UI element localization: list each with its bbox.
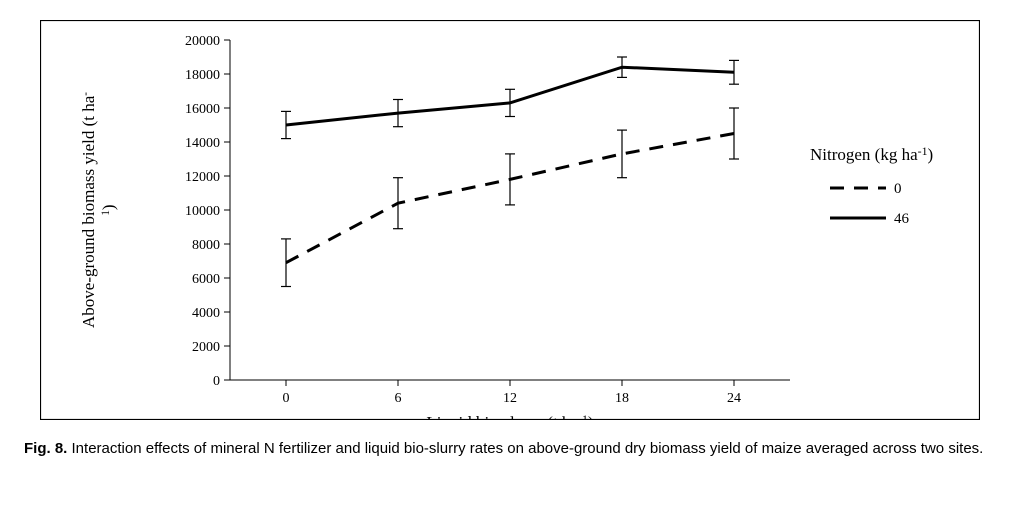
svg-text:14000: 14000	[185, 136, 220, 151]
svg-text:6000: 6000	[192, 272, 220, 287]
chart-svg: 0200040006000800010000120001400016000180…	[40, 20, 980, 420]
svg-text:8000: 8000	[192, 238, 220, 253]
svg-text:10000: 10000	[185, 204, 220, 219]
svg-text:2000: 2000	[192, 340, 220, 355]
svg-text:18: 18	[615, 391, 629, 406]
chart-container: 0200040006000800010000120001400016000180…	[40, 20, 980, 420]
svg-text:0: 0	[283, 391, 290, 406]
svg-text:Nitrogen (kg ha-1): Nitrogen (kg ha-1)	[810, 144, 933, 164]
svg-text:12000: 12000	[185, 170, 220, 185]
svg-text:4000: 4000	[192, 306, 220, 321]
svg-text:Liquid bio-slurry (t ha-1): Liquid bio-slurry (t ha-1)	[426, 412, 593, 420]
svg-text:46: 46	[894, 211, 910, 227]
figure-caption: Fig. 8. Interaction effects of mineral N…	[24, 434, 1002, 464]
svg-text:0: 0	[213, 374, 220, 389]
svg-text:0: 0	[894, 181, 902, 197]
svg-text:Above-ground biomass yield (t: Above-ground biomass yield (t ha-	[79, 92, 98, 328]
caption-text: Interaction effects of mineral N fertili…	[67, 440, 983, 457]
svg-text:6: 6	[395, 391, 402, 406]
svg-text:20000: 20000	[185, 34, 220, 49]
svg-text:24: 24	[727, 391, 741, 406]
svg-text:18000: 18000	[185, 68, 220, 83]
caption-prefix: Fig. 8.	[24, 440, 67, 457]
svg-text:12: 12	[503, 391, 517, 406]
svg-text:1): 1)	[99, 204, 118, 215]
page: 0200040006000800010000120001400016000180…	[0, 0, 1026, 510]
svg-text:16000: 16000	[185, 102, 220, 117]
